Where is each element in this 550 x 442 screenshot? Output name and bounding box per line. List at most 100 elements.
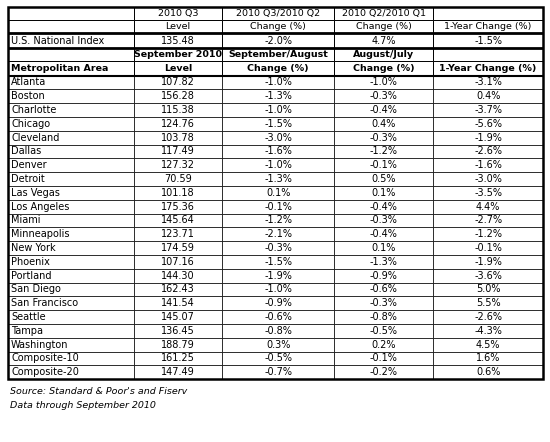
Text: -0.3%: -0.3%: [370, 91, 398, 101]
Text: 0.3%: 0.3%: [266, 339, 290, 350]
Bar: [8, 227, 134, 241]
Text: San Diego: San Diego: [11, 284, 61, 294]
Text: -1.2%: -1.2%: [474, 229, 502, 239]
Text: 0.4%: 0.4%: [372, 119, 396, 129]
Bar: [433, 365, 543, 379]
Text: -1.9%: -1.9%: [474, 257, 502, 267]
Bar: [222, 131, 334, 145]
Text: Seattle: Seattle: [11, 312, 46, 322]
Text: -3.0%: -3.0%: [264, 133, 292, 143]
Text: -0.1%: -0.1%: [370, 160, 398, 170]
Bar: [334, 89, 433, 103]
Bar: [8, 145, 134, 158]
Bar: [334, 241, 433, 255]
Text: -1.3%: -1.3%: [264, 174, 292, 184]
Bar: [134, 131, 222, 145]
Bar: [334, 338, 433, 351]
Text: Change (%): Change (%): [353, 64, 415, 73]
Text: Cleveland: Cleveland: [11, 133, 59, 143]
Text: Change (%): Change (%): [248, 64, 309, 73]
Bar: [433, 117, 543, 131]
Bar: [433, 213, 543, 227]
Bar: [8, 7, 134, 20]
Text: -2.6%: -2.6%: [474, 146, 502, 156]
Bar: [433, 338, 543, 351]
Bar: [222, 255, 334, 269]
Text: 0.2%: 0.2%: [372, 339, 396, 350]
Bar: [134, 48, 222, 61]
Text: Source: Standard & Poor's and Fiserv: Source: Standard & Poor's and Fiserv: [10, 387, 187, 396]
Text: -0.1%: -0.1%: [370, 354, 398, 363]
Bar: [8, 213, 134, 227]
Text: Composite-20: Composite-20: [11, 367, 79, 377]
Text: 161.25: 161.25: [161, 354, 195, 363]
Text: -4.3%: -4.3%: [474, 326, 502, 336]
Text: -0.5%: -0.5%: [370, 326, 398, 336]
Text: -3.6%: -3.6%: [474, 271, 502, 281]
Bar: [222, 158, 334, 172]
Bar: [334, 117, 433, 131]
Bar: [8, 269, 134, 282]
Bar: [222, 324, 334, 338]
Bar: [134, 338, 222, 351]
Text: -1.5%: -1.5%: [474, 35, 502, 46]
Bar: [8, 365, 134, 379]
Bar: [334, 365, 433, 379]
Bar: [433, 172, 543, 186]
Text: 124.76: 124.76: [161, 119, 195, 129]
Bar: [134, 227, 222, 241]
Bar: [134, 33, 222, 48]
Bar: [433, 200, 543, 213]
Text: 136.45: 136.45: [161, 326, 195, 336]
Text: -1.6%: -1.6%: [474, 160, 502, 170]
Text: 4.7%: 4.7%: [372, 35, 396, 46]
Text: 145.07: 145.07: [161, 312, 195, 322]
Text: Metropolitan Area: Metropolitan Area: [11, 64, 108, 73]
Bar: [8, 48, 134, 61]
Bar: [8, 310, 134, 324]
Bar: [334, 269, 433, 282]
Bar: [134, 324, 222, 338]
Text: -2.6%: -2.6%: [474, 312, 502, 322]
Bar: [334, 33, 433, 48]
Bar: [8, 89, 134, 103]
Text: New York: New York: [11, 243, 56, 253]
Text: Los Angeles: Los Angeles: [11, 202, 69, 212]
Text: -1.6%: -1.6%: [264, 146, 292, 156]
Text: -0.4%: -0.4%: [370, 202, 398, 212]
Text: -0.4%: -0.4%: [370, 105, 398, 115]
Bar: [134, 310, 222, 324]
Bar: [222, 310, 334, 324]
Text: Portland: Portland: [11, 271, 52, 281]
Text: Level: Level: [164, 64, 192, 73]
Text: 1.6%: 1.6%: [476, 354, 500, 363]
Text: 0.4%: 0.4%: [476, 91, 500, 101]
Bar: [433, 296, 543, 310]
Text: 107.82: 107.82: [161, 77, 195, 88]
Text: Composite-10: Composite-10: [11, 354, 79, 363]
Bar: [134, 213, 222, 227]
Bar: [8, 351, 134, 365]
Bar: [8, 61, 134, 76]
Text: -0.3%: -0.3%: [370, 215, 398, 225]
Text: 2010 Q2/2010 Q1: 2010 Q2/2010 Q1: [342, 9, 426, 18]
Text: 1-Year Change (%): 1-Year Change (%): [439, 64, 537, 73]
Bar: [134, 20, 222, 33]
Bar: [134, 172, 222, 186]
Text: -0.8%: -0.8%: [264, 326, 292, 336]
Text: 123.71: 123.71: [161, 229, 195, 239]
Bar: [8, 33, 134, 48]
Text: 141.54: 141.54: [161, 298, 195, 308]
Text: Data through September 2010: Data through September 2010: [10, 401, 156, 410]
Text: -3.5%: -3.5%: [474, 188, 502, 198]
Bar: [134, 351, 222, 365]
Text: 101.18: 101.18: [161, 188, 195, 198]
Text: 117.49: 117.49: [161, 146, 195, 156]
Bar: [222, 33, 334, 48]
Bar: [222, 241, 334, 255]
Text: -1.0%: -1.0%: [264, 105, 292, 115]
Text: Minneapolis: Minneapolis: [11, 229, 69, 239]
Bar: [334, 282, 433, 296]
Bar: [8, 324, 134, 338]
Text: 188.79: 188.79: [161, 339, 195, 350]
